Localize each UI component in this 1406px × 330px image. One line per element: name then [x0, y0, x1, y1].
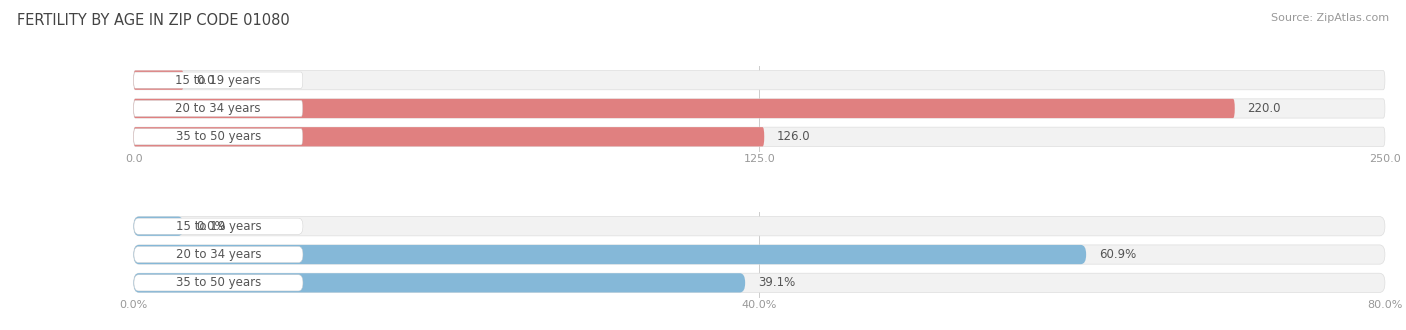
FancyBboxPatch shape	[134, 127, 1385, 147]
Text: 20 to 34 years: 20 to 34 years	[176, 102, 262, 115]
FancyBboxPatch shape	[134, 273, 1385, 292]
FancyBboxPatch shape	[134, 71, 1385, 90]
Text: 0.0%: 0.0%	[197, 220, 226, 233]
FancyBboxPatch shape	[134, 99, 1234, 118]
FancyBboxPatch shape	[134, 245, 1087, 264]
Text: 35 to 50 years: 35 to 50 years	[176, 130, 260, 143]
FancyBboxPatch shape	[134, 129, 302, 145]
FancyBboxPatch shape	[134, 275, 302, 291]
FancyBboxPatch shape	[134, 71, 184, 90]
Text: 220.0: 220.0	[1247, 102, 1281, 115]
Text: 126.0: 126.0	[776, 130, 810, 143]
FancyBboxPatch shape	[134, 273, 745, 292]
FancyBboxPatch shape	[134, 216, 184, 236]
Text: 20 to 34 years: 20 to 34 years	[176, 248, 262, 261]
FancyBboxPatch shape	[134, 99, 1385, 118]
Text: 0.0: 0.0	[197, 74, 215, 87]
Text: 60.9%: 60.9%	[1098, 248, 1136, 261]
Text: 15 to 19 years: 15 to 19 years	[176, 220, 262, 233]
FancyBboxPatch shape	[134, 247, 302, 263]
FancyBboxPatch shape	[134, 127, 765, 147]
Text: 39.1%: 39.1%	[758, 276, 794, 289]
FancyBboxPatch shape	[134, 218, 302, 234]
Text: 35 to 50 years: 35 to 50 years	[176, 276, 262, 289]
Text: FERTILITY BY AGE IN ZIP CODE 01080: FERTILITY BY AGE IN ZIP CODE 01080	[17, 13, 290, 28]
Text: Source: ZipAtlas.com: Source: ZipAtlas.com	[1271, 13, 1389, 23]
FancyBboxPatch shape	[134, 72, 302, 88]
FancyBboxPatch shape	[134, 245, 1385, 264]
FancyBboxPatch shape	[134, 100, 302, 116]
FancyBboxPatch shape	[134, 216, 1385, 236]
Text: 15 to 19 years: 15 to 19 years	[176, 74, 262, 87]
